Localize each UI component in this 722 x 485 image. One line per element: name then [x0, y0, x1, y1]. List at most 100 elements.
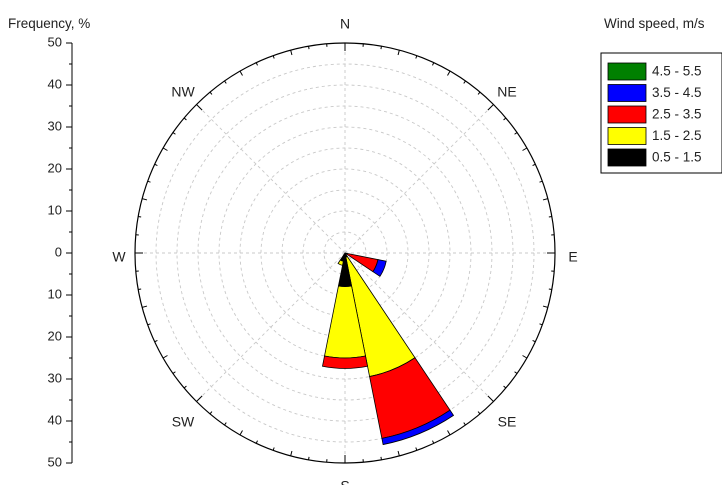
radial-tick-label-down-10: 10 — [48, 286, 62, 301]
radial-tick-label-down-50: 50 — [48, 454, 62, 469]
angle-tick — [522, 147, 528, 151]
angle-tick — [539, 180, 543, 183]
angle-tick — [463, 422, 466, 426]
angle-tick — [239, 70, 243, 76]
angle-tick — [147, 323, 151, 326]
angle-tick — [432, 62, 435, 66]
angle-tick — [272, 55, 275, 59]
angle-tick — [432, 440, 435, 444]
y-axis-label: Frequency, % — [8, 16, 90, 31]
angle-tick — [224, 422, 227, 426]
angle-tick — [147, 180, 151, 183]
angle-tick — [463, 80, 466, 84]
direction-labels: N NE E SE S SW W NW — [112, 16, 577, 485]
angle-tick — [514, 132, 518, 135]
angle-tick — [224, 80, 227, 84]
direction-label-W: W — [112, 249, 126, 265]
sector-S-bin-2 — [321, 355, 369, 369]
angle-tick — [172, 132, 176, 135]
angle-tick — [397, 50, 400, 56]
radial-tick-label-down-40: 40 — [48, 412, 62, 427]
angle-tick — [503, 117, 507, 121]
angle-tick — [548, 288, 552, 290]
direction-label-N: N — [340, 16, 350, 32]
direction-label-SE: SE — [498, 414, 517, 430]
angle-tick — [154, 340, 158, 343]
legend-label-2: 2.5 - 3.5 — [652, 107, 702, 122]
radial-tick-label-down-30: 30 — [48, 370, 62, 385]
grid-spoke-NE — [344, 104, 494, 254]
legend: Wind speed, m/s 4.5 - 5.5 3.5 - 4.5 2.5 - … — [600, 16, 722, 174]
legend-label-1: 3.5 - 4.5 — [652, 85, 702, 100]
radial-tick-label-up-40: 40 — [48, 76, 62, 91]
angle-tick — [162, 355, 168, 359]
radial-tick-label-up-50: 50 — [48, 34, 62, 49]
radial-tick-label-up-20: 20 — [48, 160, 62, 175]
angle-tick — [162, 147, 168, 151]
angle-tick — [290, 50, 293, 56]
angle-tick — [477, 411, 481, 415]
angle-tick — [142, 305, 148, 308]
angle-tick — [487, 104, 494, 111]
sector-ESE-bin-3 — [372, 259, 387, 277]
angle-tick — [539, 323, 543, 326]
direction-label-NE: NE — [497, 84, 516, 100]
angle-tick — [397, 450, 400, 456]
radial-tick-label-down-20: 20 — [48, 328, 62, 343]
angle-tick — [542, 198, 548, 201]
angle-tick — [477, 91, 481, 95]
polar-frame — [134, 42, 556, 464]
angle-tick — [255, 62, 258, 66]
angle-tick — [308, 456, 310, 460]
angle-tick — [522, 355, 528, 359]
angle-tick — [209, 91, 213, 95]
angle-tick — [447, 430, 451, 436]
angle-tick — [138, 216, 142, 218]
angle-tick — [154, 163, 158, 166]
legend-title: Wind speed, m/s — [604, 16, 705, 31]
angle-tick — [209, 411, 213, 415]
angle-tick — [542, 305, 548, 308]
angle-tick — [487, 395, 494, 402]
wind-sectors — [321, 252, 455, 446]
angle-tick — [172, 371, 176, 374]
radial-tick-label-up-30: 30 — [48, 118, 62, 133]
angle-tick — [272, 447, 275, 451]
legend-swatch-1 — [607, 84, 647, 102]
angle-tick — [415, 447, 418, 451]
sector-SSW-bin-1 — [337, 259, 344, 266]
legend-label-3: 1.5 - 2.5 — [652, 128, 702, 143]
angle-tick — [138, 288, 142, 290]
angle-tick — [380, 46, 382, 50]
radial-tick-label-up-0: 0 — [55, 244, 62, 259]
radial-tick-label-up-10: 10 — [48, 202, 62, 217]
angle-tick — [532, 163, 536, 166]
angle-tick — [183, 385, 187, 389]
legend-label-4: 0.5 - 1.5 — [652, 150, 702, 165]
direction-label-NW: NW — [171, 84, 195, 100]
angle-tick — [503, 385, 507, 389]
angle-tick — [255, 440, 258, 444]
grid-spoke-SW — [196, 252, 346, 402]
angle-tick — [290, 450, 293, 456]
angle-tick — [196, 104, 203, 111]
angle-tick — [548, 216, 552, 218]
angle-tick — [514, 371, 518, 374]
radial-axis: Frequency, % 0 10 10 20 20 30 30 40 40 50 50 — [8, 16, 90, 469]
direction-label-E: E — [568, 249, 577, 265]
angle-tick — [308, 46, 310, 50]
polar-grid — [135, 43, 555, 463]
sector-SSE-bin-3 — [381, 409, 455, 446]
angle-tick — [196, 395, 203, 402]
angle-tick — [415, 55, 418, 59]
angle-tick — [380, 456, 382, 460]
direction-label-S: S — [340, 478, 349, 485]
direction-label-SW: SW — [172, 414, 195, 430]
angle-tick — [239, 430, 243, 436]
legend-label-0: 4.5 - 5.5 — [652, 64, 702, 79]
grid-spoke-SE — [344, 252, 494, 402]
angle-tick — [532, 340, 536, 343]
legend-swatch-0 — [607, 62, 647, 81]
angle-tick — [142, 198, 148, 201]
